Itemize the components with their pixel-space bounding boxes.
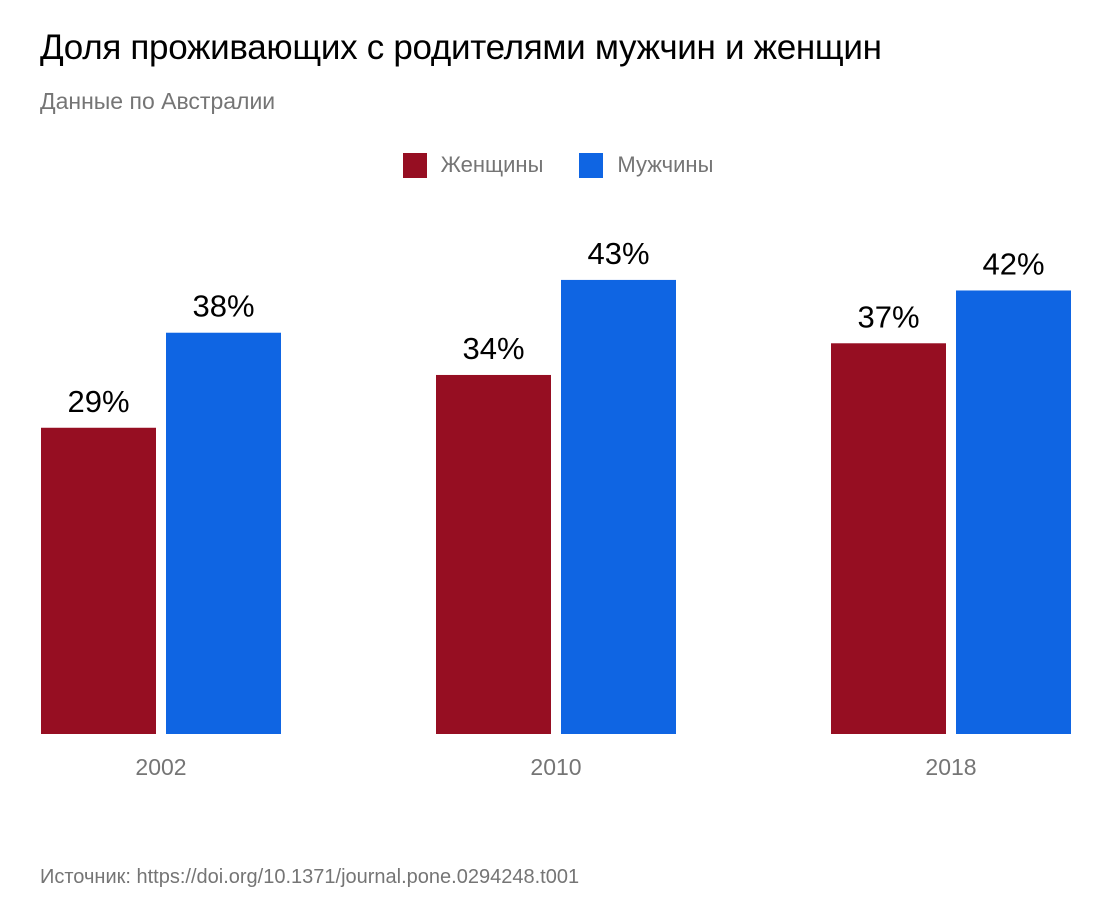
bar-women-2010 — [436, 374, 551, 734]
legend-swatch-women — [402, 152, 427, 178]
legend-label-women: Женщины — [440, 152, 544, 177]
legend: Женщины Мужчины — [0, 152, 1116, 178]
bar-men-2018 — [956, 290, 1071, 734]
data-label-women-2018: 37% — [857, 299, 919, 334]
legend-swatch-men — [579, 152, 604, 178]
bar-men-2010 — [561, 279, 676, 734]
data-label-women-2002: 29% — [67, 384, 129, 419]
chart-title: Доля проживающих с родителями мужчин и ж… — [40, 28, 882, 67]
bar-women-2002 — [41, 427, 156, 734]
x-tick-label: 2018 — [925, 754, 976, 780]
data-label-men-2010: 43% — [587, 236, 649, 271]
x-tick-label: 2002 — [135, 754, 186, 780]
legend-item-men: Мужчины — [579, 152, 713, 178]
data-label-women-2010: 34% — [462, 331, 524, 366]
chart-subtitle: Данные по Австралии — [40, 88, 276, 114]
bar-men-2002 — [166, 332, 281, 734]
legend-item-women: Женщины — [402, 152, 544, 178]
legend-label-men: Мужчины — [617, 152, 714, 177]
x-tick-label: 2010 — [530, 754, 581, 780]
bar-women-2018 — [831, 343, 946, 734]
data-label-men-2018: 42% — [982, 246, 1044, 281]
source-note: Источник: https://doi.org/10.1371/journa… — [40, 866, 580, 888]
data-label-men-2002: 38% — [192, 289, 254, 324]
